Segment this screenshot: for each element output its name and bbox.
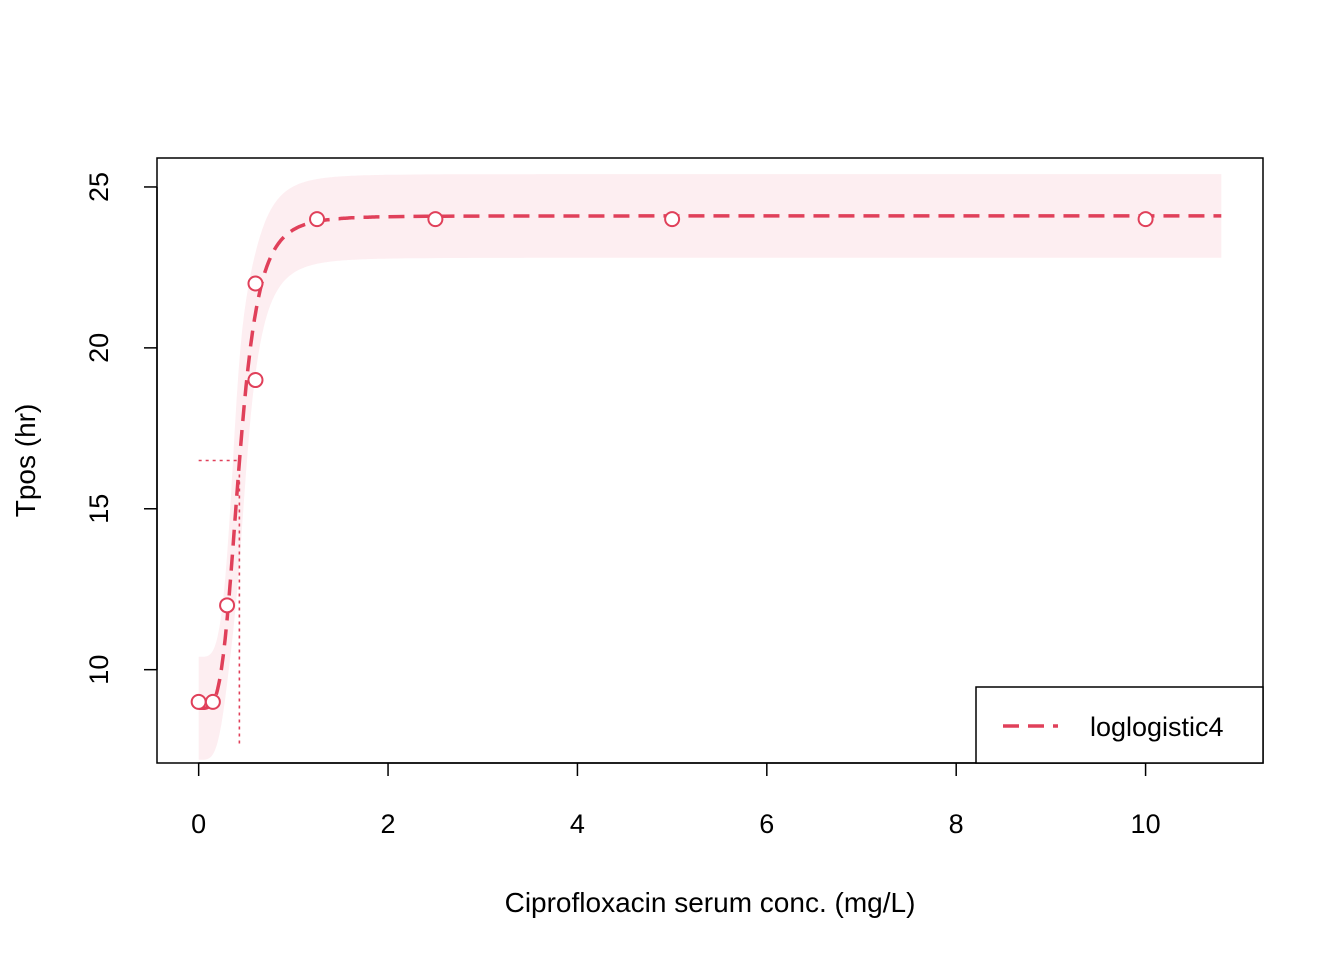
data-point	[427, 211, 444, 228]
data-point	[309, 211, 326, 228]
y-tick-label: 25	[84, 172, 114, 202]
y-tick-label: 20	[84, 333, 114, 363]
x-tick-label: 6	[759, 809, 774, 839]
fitted-curve-line	[198, 214, 1222, 711]
y-axis-title: Tpos (hr)	[10, 404, 41, 518]
data-points	[190, 211, 1154, 710]
y-tick-label: 15	[84, 494, 114, 524]
x-tick-label: 8	[949, 809, 964, 839]
fitted-curve	[198, 214, 1222, 711]
y-axis: 10 15 20 25	[84, 172, 158, 685]
data-point	[204, 693, 221, 710]
x-tick-label: 2	[381, 809, 396, 839]
data-point	[219, 597, 236, 614]
confidence-band-area	[198, 174, 1222, 760]
y-tick-label: 10	[84, 655, 114, 685]
data-point	[247, 275, 264, 292]
legend-box	[975, 686, 1264, 764]
x-tick-label: 4	[570, 809, 585, 839]
x-tick-label: 0	[191, 809, 206, 839]
data-point	[664, 211, 681, 228]
data-point	[1137, 211, 1154, 228]
x-axis: 0 2 4 6 8 10	[191, 762, 1161, 839]
x-axis-title: Ciprofloxacin serum conc. (mg/L)	[505, 887, 916, 918]
ed50-reference-lines	[198, 459, 241, 744]
data-point	[190, 693, 207, 710]
data-point	[247, 372, 264, 389]
x-tick-label: 10	[1131, 809, 1161, 839]
legend: loglogistic4	[975, 686, 1264, 764]
legend-label-loglogistic4: loglogistic4	[1090, 712, 1224, 742]
confidence-band	[198, 174, 1222, 760]
